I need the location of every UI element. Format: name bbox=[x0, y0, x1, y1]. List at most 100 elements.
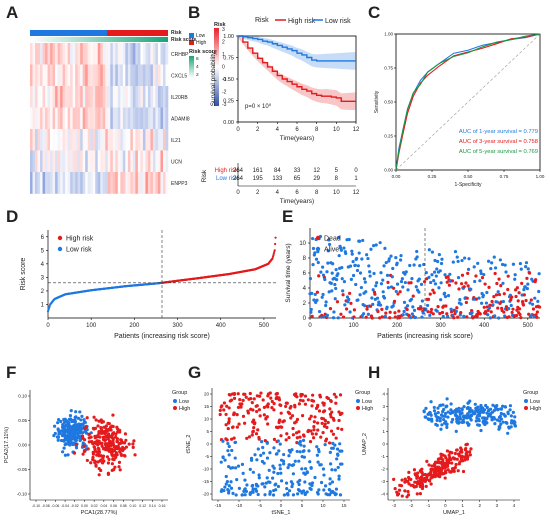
pca-point bbox=[100, 461, 105, 465]
umap-point bbox=[469, 447, 473, 451]
heatmap-cell bbox=[165, 172, 169, 194]
legend-low-swatch bbox=[189, 33, 194, 38]
pca-point bbox=[119, 438, 123, 442]
survival-point bbox=[515, 308, 519, 312]
km-ci-band-0 bbox=[238, 36, 356, 111]
heatmap-cell bbox=[30, 129, 33, 151]
d-xtick-label: 400 bbox=[216, 323, 227, 329]
pca-point bbox=[68, 414, 73, 418]
heatmap-cell bbox=[70, 43, 73, 65]
heatmap-cell bbox=[50, 86, 53, 108]
survival-point bbox=[495, 281, 499, 286]
heatmap-cell bbox=[82, 150, 86, 173]
tsne-point bbox=[290, 414, 295, 418]
tsne-point bbox=[267, 468, 271, 472]
tsne-point bbox=[318, 395, 323, 399]
tsne-point bbox=[312, 420, 316, 424]
gene-label: UCN bbox=[171, 159, 182, 165]
risk-table-label: Low risk bbox=[216, 176, 239, 182]
pca-point bbox=[112, 431, 116, 435]
pca-point bbox=[111, 436, 115, 440]
umap-point bbox=[487, 412, 492, 416]
tsne-point bbox=[314, 432, 318, 436]
tsne-point bbox=[270, 405, 274, 410]
tsne-point bbox=[340, 449, 344, 453]
tsne-point bbox=[317, 488, 321, 492]
survival-point bbox=[494, 293, 499, 297]
scale-tick: 3 bbox=[222, 27, 225, 33]
tsne-point bbox=[265, 456, 270, 460]
heatmap-cell bbox=[90, 107, 94, 130]
tsne-point bbox=[293, 421, 297, 425]
heatmap-cell bbox=[82, 43, 86, 65]
umap-point bbox=[442, 417, 446, 422]
survival-point bbox=[534, 278, 538, 282]
umap-point bbox=[393, 487, 397, 491]
heatmap-cell bbox=[140, 64, 144, 87]
heatmap-cell bbox=[82, 172, 86, 194]
dr-xtick-G: 5 bbox=[301, 503, 304, 508]
tsne-point bbox=[323, 443, 327, 447]
survival-point bbox=[435, 267, 439, 271]
heatmap-cell bbox=[47, 172, 51, 194]
survival-point bbox=[335, 300, 340, 304]
tsne-point bbox=[302, 444, 306, 448]
tsne-point bbox=[305, 471, 309, 475]
heatmap-cell bbox=[75, 129, 78, 151]
risk-table-xtick: 12 bbox=[353, 190, 360, 196]
heatmap-cell bbox=[160, 43, 164, 65]
tsne-point bbox=[266, 405, 270, 409]
umap-point bbox=[466, 401, 471, 405]
umap-point bbox=[439, 427, 443, 431]
heatmap-cell bbox=[60, 150, 63, 173]
survival-point bbox=[487, 306, 492, 310]
heatmap-cell bbox=[152, 64, 156, 87]
tsne-point bbox=[313, 475, 317, 480]
survival-point bbox=[354, 282, 358, 287]
tsne-point bbox=[221, 455, 225, 460]
tsne-point bbox=[286, 410, 290, 414]
heatmap-cell bbox=[72, 172, 76, 194]
survival-point bbox=[375, 296, 380, 300]
pca-point bbox=[97, 430, 101, 434]
umap-point bbox=[441, 458, 445, 462]
pca-point bbox=[106, 435, 110, 439]
umap-point bbox=[445, 422, 449, 426]
umap-point bbox=[503, 414, 507, 418]
tsne-point bbox=[241, 414, 246, 418]
tsne-point bbox=[240, 462, 245, 466]
heatmap-cell bbox=[77, 86, 81, 108]
survival-point bbox=[355, 268, 360, 273]
survival-point bbox=[317, 274, 321, 278]
umap-point bbox=[420, 482, 424, 487]
survival-point bbox=[497, 292, 502, 297]
survival-point bbox=[379, 271, 383, 275]
tsne-point bbox=[319, 435, 323, 439]
survival-point bbox=[480, 301, 484, 305]
tsne-point bbox=[248, 467, 252, 471]
heatmap-cell bbox=[52, 129, 56, 151]
umap-point bbox=[397, 488, 402, 492]
umap-point bbox=[485, 411, 489, 415]
risk-table-xtick: 0 bbox=[236, 190, 240, 196]
tsne-point bbox=[284, 404, 288, 409]
heatmap-cell bbox=[42, 150, 46, 173]
survival-point bbox=[332, 310, 336, 314]
heatmap-cell bbox=[145, 43, 149, 65]
heatmap-cell bbox=[87, 172, 91, 194]
tsne-point bbox=[326, 493, 330, 497]
survival-point bbox=[524, 265, 528, 269]
d-ytick-label: 2 bbox=[41, 289, 45, 295]
tsne-point bbox=[316, 492, 320, 496]
tsne-point bbox=[329, 399, 333, 404]
heatmap-cell bbox=[40, 43, 43, 65]
heatmap-cell bbox=[77, 64, 81, 87]
heatmap-cell bbox=[127, 64, 131, 87]
tsne-point bbox=[278, 418, 282, 422]
pca-point bbox=[106, 471, 110, 475]
risk-table-count: 0 bbox=[354, 168, 358, 174]
tsne-point bbox=[262, 413, 266, 417]
heatmap-cell bbox=[102, 129, 106, 151]
roc-auc-label-2: AUC of 5-year survival = 0.769 bbox=[459, 149, 538, 155]
survival-point bbox=[514, 294, 518, 299]
